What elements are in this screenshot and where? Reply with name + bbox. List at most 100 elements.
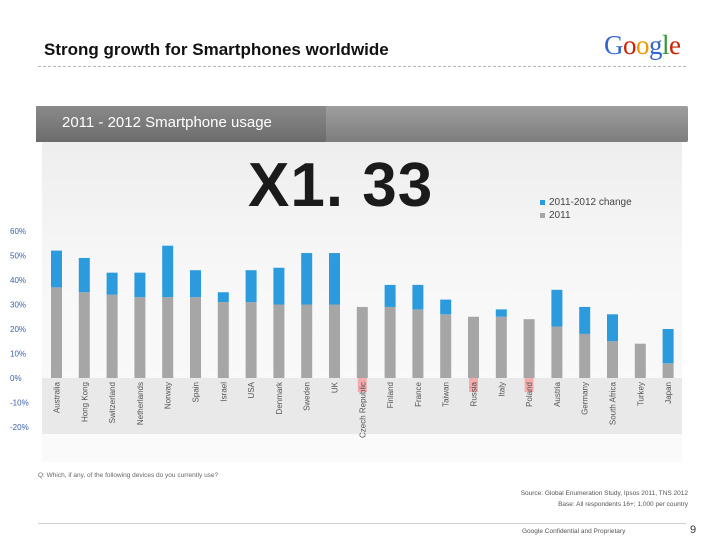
y-tick-label: -20% bbox=[10, 423, 29, 432]
source-note: Source: Global Enumeration Study, Ipsos … bbox=[521, 488, 688, 510]
y-tick-label: 10% bbox=[10, 350, 26, 359]
category-label: UK bbox=[331, 381, 340, 393]
category-label: Sweden bbox=[303, 382, 312, 411]
highlight-marker bbox=[357, 378, 367, 392]
category-label: Taiwan bbox=[442, 382, 451, 407]
bar-change bbox=[217, 292, 229, 303]
y-tick-label: 20% bbox=[10, 325, 26, 334]
category-label: Germany bbox=[581, 382, 590, 415]
bar-2011 bbox=[662, 363, 674, 378]
bar-2011 bbox=[551, 326, 563, 378]
category-label: Czech Republic bbox=[358, 382, 367, 438]
category-label: Poland bbox=[525, 382, 534, 407]
survey-question: Q: Which, if any, of the following devic… bbox=[38, 472, 219, 479]
bar-change bbox=[301, 253, 313, 305]
bar-2011 bbox=[634, 343, 646, 378]
category-label: Israel bbox=[219, 382, 228, 402]
highlight-marker bbox=[469, 378, 478, 392]
bar-change bbox=[384, 284, 396, 307]
y-tick-label: 50% bbox=[10, 252, 26, 261]
category-label: Austria bbox=[553, 381, 562, 406]
bar-change bbox=[51, 250, 62, 288]
logo-letter: e bbox=[669, 30, 681, 60]
bar-2011 bbox=[412, 309, 424, 378]
section-banner-label: 2011 - 2012 Smartphone usage bbox=[62, 114, 272, 131]
bar-2011 bbox=[245, 302, 257, 378]
category-label: France bbox=[414, 381, 423, 406]
bar-2011 bbox=[356, 306, 368, 378]
slide-title: Strong growth for Smartphones worldwide bbox=[44, 40, 389, 59]
bar-change bbox=[412, 284, 424, 310]
bar-2011 bbox=[217, 302, 229, 378]
legend-label-change: 2011-2012 change bbox=[549, 197, 632, 208]
title-divider bbox=[38, 66, 686, 67]
y-tick-label: 40% bbox=[10, 276, 26, 285]
category-label: Russia bbox=[470, 381, 479, 406]
bar-change bbox=[162, 245, 174, 298]
logo-letter: g bbox=[649, 30, 663, 60]
bar-2011 bbox=[190, 297, 201, 378]
category-label: Norway bbox=[164, 382, 173, 409]
bar-change bbox=[78, 257, 90, 293]
bar-change bbox=[495, 309, 507, 317]
bar-2011 bbox=[134, 297, 146, 378]
legend-item-2011: 2011 bbox=[540, 209, 632, 222]
category-label: USA bbox=[247, 381, 256, 398]
bar-change bbox=[551, 289, 563, 327]
bar-2011 bbox=[607, 341, 618, 378]
y-tick-label: 30% bbox=[10, 301, 26, 310]
legend-swatch-change bbox=[540, 200, 545, 205]
highlight-marker bbox=[524, 378, 534, 392]
bar-2011 bbox=[51, 287, 62, 378]
source-line: Source: Global Enumeration Study, Ipsos … bbox=[520, 490, 688, 497]
footer-divider bbox=[38, 523, 686, 524]
y-tick-label: 0% bbox=[10, 374, 22, 383]
bar-change bbox=[662, 329, 674, 364]
google-logo: Google bbox=[604, 30, 681, 61]
bar-change bbox=[190, 270, 201, 298]
base-line: Base: All respondents 16+; 1,000 per cou… bbox=[558, 501, 688, 508]
bar-change bbox=[245, 270, 257, 303]
section-banner-tab bbox=[36, 106, 326, 142]
bar-2011 bbox=[162, 297, 174, 378]
y-tick-label: 60% bbox=[10, 227, 26, 236]
category-label: Turkey bbox=[636, 382, 645, 406]
bar-2011 bbox=[301, 304, 313, 378]
bar-change bbox=[607, 314, 618, 342]
bar-change bbox=[273, 267, 285, 305]
logo-letter: o bbox=[623, 30, 637, 60]
bar-change bbox=[440, 299, 452, 315]
chart-legend: 2011-2012 change 2011 bbox=[540, 196, 632, 222]
y-tick-label: -10% bbox=[10, 399, 29, 408]
category-label: Italy bbox=[497, 382, 506, 397]
bar-2011 bbox=[384, 306, 396, 378]
bar-2011 bbox=[273, 304, 285, 378]
bar-2011 bbox=[440, 314, 452, 378]
category-label: Switzerland bbox=[108, 382, 117, 423]
bar-2011 bbox=[495, 316, 507, 378]
legend-label-2011: 2011 bbox=[549, 210, 571, 221]
category-label: South Africa bbox=[609, 381, 618, 425]
page-number: 9 bbox=[690, 524, 697, 536]
category-label: Spain bbox=[192, 382, 201, 402]
logo-letter: o bbox=[636, 30, 650, 60]
bar-2011 bbox=[78, 292, 90, 378]
bar-2011 bbox=[579, 333, 591, 378]
category-label: Denmark bbox=[275, 381, 284, 414]
bar-2011 bbox=[468, 316, 479, 378]
bar-change bbox=[329, 253, 340, 305]
bar-change bbox=[134, 272, 146, 298]
bar-2011 bbox=[523, 319, 535, 378]
growth-multiplier: X1. 33 bbox=[248, 151, 434, 220]
category-label: Japan bbox=[664, 382, 673, 404]
legend-swatch-2011 bbox=[540, 213, 545, 218]
bar-2011 bbox=[329, 304, 340, 378]
logo-letter: l bbox=[662, 30, 670, 60]
category-label: Hong Kong bbox=[80, 382, 89, 422]
bar-change bbox=[106, 272, 118, 295]
category-label: Finland bbox=[386, 382, 395, 408]
bar-change bbox=[579, 306, 591, 334]
bar-2011 bbox=[106, 294, 118, 378]
logo-letter: G bbox=[604, 30, 624, 60]
